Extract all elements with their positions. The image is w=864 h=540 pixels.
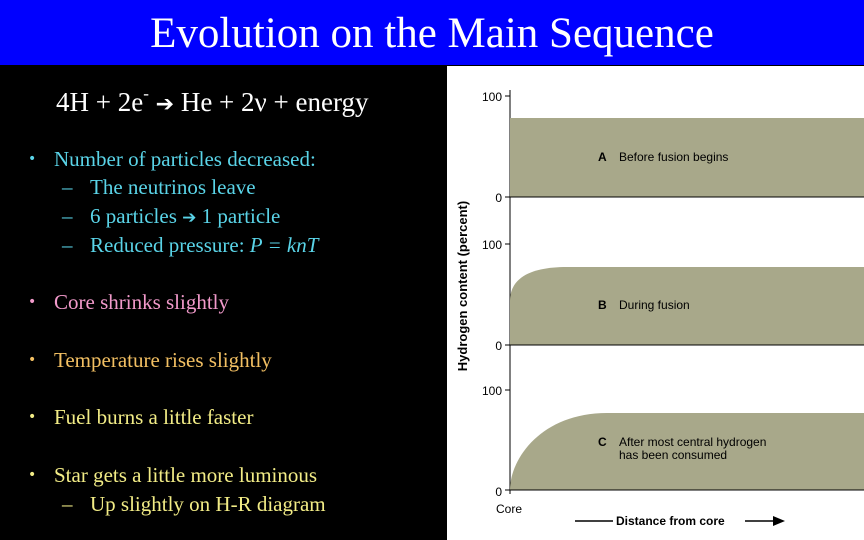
dash-icon: – [62,204,73,228]
bullet-dot-icon: • [28,151,37,167]
arrow-icon: ➔ [182,208,197,228]
panel-letter-c: C [598,435,607,449]
panel-caption-c-line1: After most central hydrogen [619,435,766,449]
equation-reactants: 4H + 2e [56,87,144,117]
pressure-formula: P = knT [249,233,319,257]
tick-label-0: 0 [495,485,502,499]
bullet-dot-icon: • [28,294,37,310]
sub-bullet-text: The neutrinos leave [90,175,256,199]
profile-panel-a: 100 0 A Before fusion begins [482,90,864,205]
particles-before: 6 particles [90,204,177,228]
particles-after: 1 particle [201,204,281,228]
x-axis-label: Distance from core [616,514,725,528]
tick-label-100: 100 [482,238,502,252]
bullet-text: Temperature rises slightly [54,348,272,372]
hydrogen-profile-diagram: Hydrogen content (percent) 100 0 A Befor… [447,66,864,540]
hydrogen-fill-c [510,413,864,490]
arrow-right-icon [773,516,785,526]
profile-panel-b: 100 0 B During fusion [482,238,864,353]
tick-label-0: 0 [495,191,502,205]
fusion-equation: 4H + 2e- ➔ He + 2ν + energy [56,84,368,123]
electron-charge: - [143,84,149,103]
profile-panel-c: 100 0 C After most central hydrogen has … [482,384,864,499]
dash-icon: – [62,233,73,257]
tick-label-100: 100 [482,384,502,398]
equation-products: He + 2ν + energy [180,87,369,117]
bullet-text: Number of particles decreased: [54,147,316,171]
hydrogen-fill-b [510,267,864,345]
panel-letter-a: A [598,150,607,164]
dash-icon: – [62,175,73,199]
bullet-dot-icon: • [28,467,37,483]
hydrogen-fill-a [510,118,864,197]
panel-caption-a: Before fusion begins [619,150,728,164]
origin-label: Core [496,502,522,516]
dash-icon: – [62,492,73,516]
bullet-dot-icon: • [28,409,37,425]
arrow-icon: ➔ [155,92,175,117]
y-axis-label: Hydrogen content (percent) [455,201,470,371]
slide-title: Evolution on the Main Sequence [150,10,714,57]
bullet-text: Core shrinks slightly [54,290,230,314]
panel-caption-c-line2: has been consumed [619,448,727,462]
bullet-text: Star gets a little more luminous [54,463,318,487]
hydrogen-profile-svg: Hydrogen content (percent) 100 0 A Befor… [455,90,864,528]
bullet-dot-icon: • [28,352,37,368]
sub-bullet-text: Up slightly on H-R diagram [90,492,326,516]
panel-caption-b: During fusion [619,298,690,312]
sub-bullet-text: Reduced pressure: P = knT [90,231,318,260]
panel-letter-b: B [598,298,607,312]
pressure-label: Reduced pressure: [90,233,250,257]
title-bar [0,0,864,65]
bullet-text: Fuel burns a little faster [54,405,254,429]
tick-label-100: 100 [482,90,502,104]
tick-label-0: 0 [495,339,502,353]
sub-bullet-text: 6 particles ➔ 1 particle [90,202,280,233]
